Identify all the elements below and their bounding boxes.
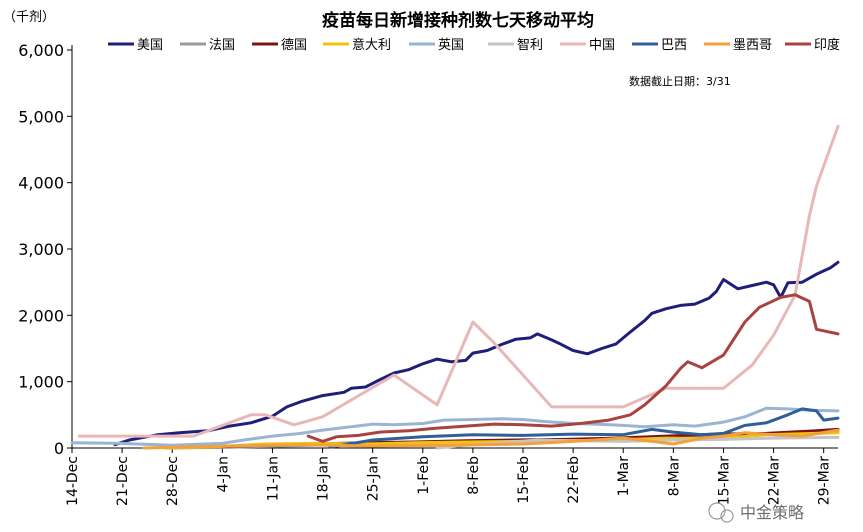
x-tick-label: 8-Mar (666, 456, 682, 497)
legend-label: 意大利 (352, 37, 391, 53)
y-tick-label: 6,000 (18, 41, 64, 60)
legend-item: 意大利 (323, 37, 391, 53)
y-tick-label: 3,000 (18, 240, 64, 259)
x-tick-label: 15-Feb (516, 456, 532, 504)
legend-label: 巴西 (661, 38, 687, 53)
x-tick-label: 22-Mar (767, 456, 783, 506)
legend-label: 美国 (137, 38, 163, 53)
legend-item: 中国 (560, 38, 615, 53)
series-line-印度 (306, 293, 840, 443)
y-tick-label: 5,000 (18, 107, 64, 126)
chart-title: 疫苗每日新增接种剂数七天移动平均 (322, 10, 594, 31)
y-tick-label: 0 (54, 439, 64, 458)
watermark: 中金策略 (708, 502, 804, 523)
x-tick-label: 28-Dec (165, 456, 181, 506)
legend-item: 德国 (252, 38, 307, 53)
x-tick-label: 8-Feb (466, 456, 482, 495)
legend-item: 印度 (785, 37, 840, 53)
x-tick-label: 18-Jan (316, 456, 332, 501)
legend-label: 印度 (814, 37, 840, 53)
watermark-text: 中金策略 (740, 503, 804, 522)
legend-label: 智利 (517, 38, 543, 53)
legend-label: 墨西哥 (733, 38, 772, 53)
legend-item: 墨西哥 (704, 38, 772, 53)
legend-item: 智利 (488, 38, 543, 53)
legend-label: 英国 (438, 38, 464, 53)
series-line-墨西哥 (142, 428, 840, 450)
x-tick-label: 25-Jan (366, 456, 382, 501)
plot-lines (70, 124, 840, 450)
wechat-icon-small (720, 509, 734, 523)
y-axis: 0 1,000 2,000 3,000 4,000 5,000 6,000 (18, 41, 73, 458)
series-line-中国 (77, 124, 840, 438)
y-tick-label: 4,000 (18, 174, 64, 193)
y-tick-label: 2,000 (18, 306, 64, 325)
cutoff-date-note: 数据截止日期：3/31 (629, 74, 731, 88)
series-line-巴西 (328, 407, 840, 449)
legend-item: 法国 (180, 38, 235, 53)
x-tick-label: 22-Feb (566, 456, 582, 504)
wechat-icon (708, 502, 726, 520)
legend-label: 德国 (281, 38, 307, 53)
legend-item: 美国 (108, 38, 163, 53)
x-tick-label: 15-Mar (716, 456, 732, 506)
x-tick-label: 1-Feb (416, 456, 432, 495)
x-tick-label: 21-Dec (115, 456, 131, 506)
y-unit-label: （千剂） (3, 10, 55, 25)
y-tick-label: 1,000 (18, 373, 64, 392)
x-tick-label: 11-Jan (265, 456, 281, 501)
x-tick-label: 1-Mar (616, 456, 632, 497)
legend-item: 英国 (409, 38, 464, 53)
x-axis: 14-Dec 21-Dec 28-Dec 4-Jan 11-Jan 18-Jan 25-Ja… (65, 447, 838, 506)
series-line-美国 (113, 260, 840, 447)
series-line-英国 (70, 406, 840, 447)
legend-item: 巴西 (632, 38, 687, 53)
legend-label: 中国 (589, 38, 615, 53)
x-tick-label: 29-Mar (817, 456, 833, 506)
legend: 美国 法国 德国 意大利 英国 智利 中国 巴西 墨西哥 印度 (108, 37, 840, 53)
legend-label: 法国 (209, 38, 235, 53)
x-tick-label: 14-Dec (65, 456, 81, 506)
x-tick-label: 4-Jan (215, 456, 231, 492)
